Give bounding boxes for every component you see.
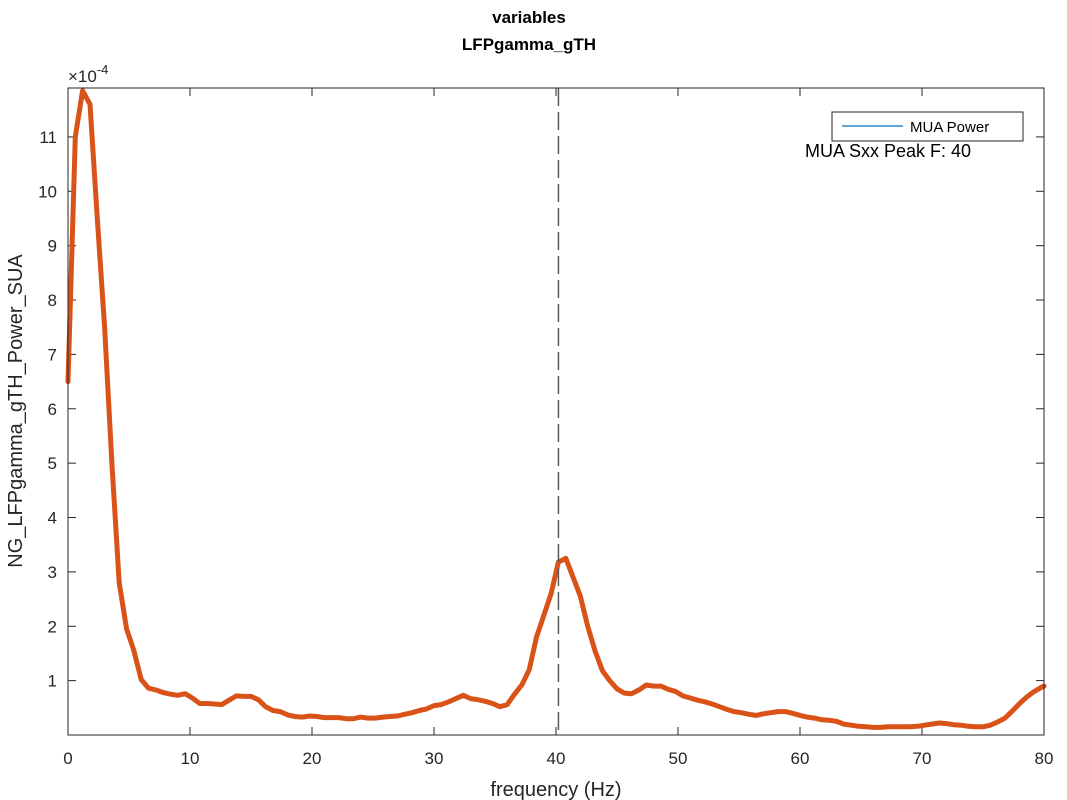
chart-title: variables: [492, 8, 566, 27]
x-tick-label: 40: [547, 749, 566, 768]
x-axis-label: frequency (Hz): [490, 779, 621, 800]
x-tick-label: 30: [425, 749, 444, 768]
y-tick-label: 1: [48, 672, 57, 691]
x-tick-label: 0: [63, 749, 72, 768]
chart-subtitle: LFPgamma_gTH: [462, 35, 596, 54]
y-exponent-label: ×10-4: [68, 62, 108, 86]
peak-annotation: MUA Sxx Peak F: 40: [805, 141, 971, 161]
x-tick-label: 70: [913, 749, 932, 768]
y-tick-label: 2: [48, 617, 57, 636]
y-axis-label: NG_LFPgamma_gTH_Power_SUA: [5, 254, 27, 568]
y-tick-label: 10: [38, 182, 57, 201]
x-tick-label: 60: [791, 749, 810, 768]
x-tick-label: 80: [1035, 749, 1054, 768]
y-tick-label: 3: [48, 563, 57, 582]
legend-box: [831, 111, 1024, 142]
x-tick-label: 10: [181, 749, 200, 768]
axes-box: [67, 87, 1045, 736]
series-layer: [65, 88, 1047, 730]
x-tick-label: 50: [669, 749, 688, 768]
y-tick-label: 9: [48, 237, 57, 256]
y-tick-label: 6: [48, 400, 57, 419]
y-exponent-base: ×10: [68, 67, 97, 86]
y-tick-label: 5: [48, 454, 57, 473]
y-tick-label: 8: [48, 291, 57, 310]
series-line-mua-power: [65, 88, 1047, 730]
legend-entry-mua-power: MUA Power: [910, 119, 989, 136]
y-exponent-power: -4: [97, 62, 109, 77]
y-tick-label: 11: [39, 128, 57, 147]
legend: MUA Power: [831, 111, 1024, 142]
axis-ticks: 0 10 20 30 40 50 60 70 80 1 2 3 4 5 6 7 8 9 10 11: [38, 88, 1053, 768]
y-tick-label: 7: [48, 345, 57, 364]
x-tick-label: 20: [303, 749, 322, 768]
y-tick-label: 4: [48, 509, 57, 528]
